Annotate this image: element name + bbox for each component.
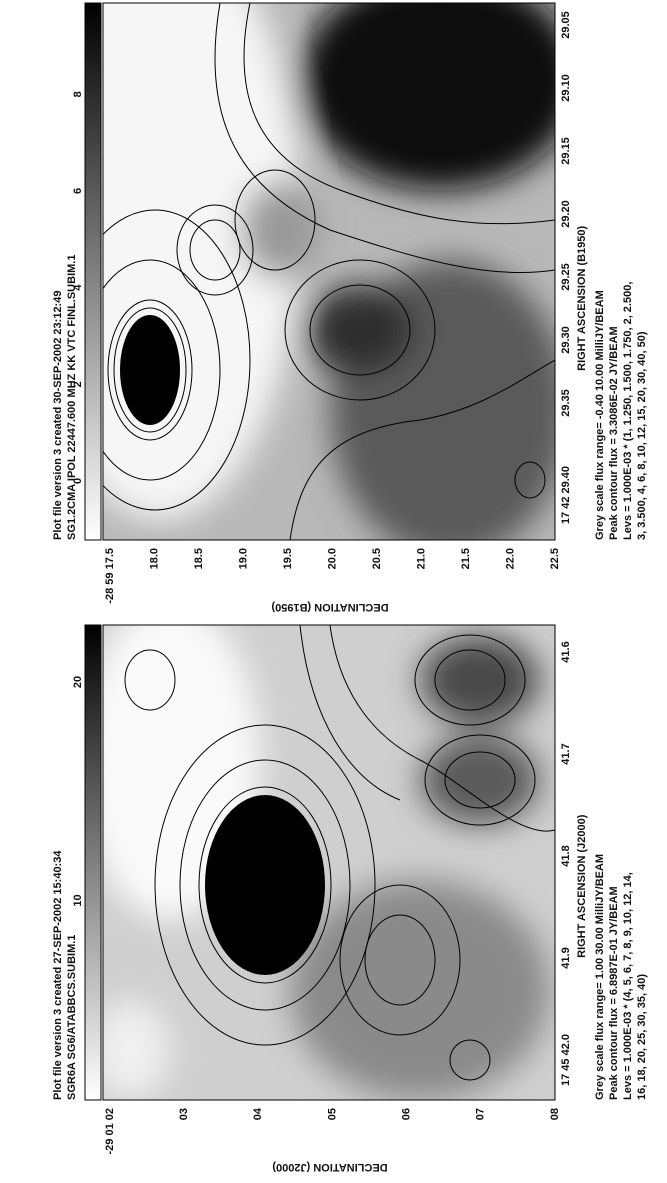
wedge-tick-label: 4 <box>72 284 84 291</box>
dec-tick-label: 04 <box>252 1107 264 1120</box>
dec-tick-label: 22.0 <box>504 548 516 569</box>
dec-tick-label: 07 <box>475 1108 487 1120</box>
wedge-tick-label: 0 <box>72 478 84 484</box>
ra-tick-label: 29.10 <box>560 74 572 102</box>
dec-tick-label: -28 59 17.5 <box>104 548 116 604</box>
ra-tick-label: 41.9 <box>560 947 572 968</box>
footer-line: Peak contour flux = 3.3086E-02 JY/BEAM <box>608 326 620 540</box>
ra-tick-label: 29.05 <box>560 11 572 39</box>
dec-tick-label: 05 <box>326 1108 338 1120</box>
header-line: Plot file version 3 created 27-SEP-2002 … <box>52 850 64 1100</box>
footer-line: Levs = 1.000E-03 * (1, 1.250, 1.500, 1.7… <box>622 282 634 540</box>
wedge-tick-label: 2 <box>72 381 84 387</box>
ra-tick-label: 17 45 42.0 <box>560 1034 572 1086</box>
footer-line: Grey scale flux range= -0.40 10.00 Milli… <box>594 290 606 540</box>
x-axis-label: RIGHT ASCENSION (J2000) <box>576 814 588 958</box>
contour-image <box>103 3 555 540</box>
dec-tick-label: 20.0 <box>326 548 338 569</box>
plot-frame <box>102 624 556 1101</box>
grey-wedge <box>84 624 102 1101</box>
dec-tick-label: 19.5 <box>282 548 294 569</box>
header-line: SG1.2CMA IPOL 22447.600 MHZ KK VTC FINL.… <box>66 255 78 540</box>
ra-tick-label: 41.7 <box>560 743 572 764</box>
ra-tick-label: 29.15 <box>560 137 572 165</box>
x-axis-label: RIGHT ASCENSION (B1950) <box>576 225 588 370</box>
dec-tick-label: 20.5 <box>371 548 383 569</box>
wedge-tick-label: 20 <box>72 676 84 688</box>
y-axis-label: DECLINATION (J2000) <box>272 1161 388 1173</box>
dec-tick-label: 21.5 <box>460 548 472 569</box>
dec-tick-label: 22.5 <box>549 548 561 569</box>
header-line: Plot file version 3 created 30-SEP-2002 … <box>52 291 64 540</box>
dec-tick-label: 18.5 <box>193 548 205 569</box>
ra-tick-label: 41.8 <box>560 845 572 866</box>
wedge-tick-label: 10 <box>72 894 84 906</box>
dec-tick-label: 06 <box>401 1108 413 1120</box>
footer-line: Grey scale flux range= 1.00 30.00 MilliJ… <box>594 854 606 1100</box>
dec-tick-label: 03 <box>178 1108 190 1120</box>
contour-image <box>103 625 555 1100</box>
dec-tick-label: 21.0 <box>415 548 427 569</box>
ra-tick-label: 29.20 <box>560 200 572 228</box>
footer-line: 3, 3.500, 4, 6, 8, 10, 12, 15, 20, 30, 4… <box>636 331 648 540</box>
plot-frame <box>102 2 556 541</box>
ra-tick-label: 29.35 <box>560 389 572 417</box>
footer-line: Levs = 1.000E-03 * (4, 5, 6, 7, 8, 9, 10… <box>622 872 634 1100</box>
y-axis-label: DECLINATION (B1950) <box>271 601 388 613</box>
wedge-tick-label: 8 <box>72 91 84 97</box>
dec-tick-label: 08 <box>549 1108 561 1120</box>
header-line: SGR6A SG6/ATABBCS.SUBIM.1 <box>66 935 78 1100</box>
wedge-tick-label: 6 <box>72 188 84 194</box>
ra-tick-label: 29.30 <box>560 326 572 354</box>
dec-tick-label: 18.0 <box>148 548 160 569</box>
footer-line: 16, 18, 20, 25, 30, 35, 40) <box>636 974 648 1100</box>
grey-wedge <box>84 2 102 541</box>
footer-line: Peak contour flux = 6.8987E-01 JY/BEAM <box>608 886 620 1100</box>
ra-tick-label: 29.25 <box>560 263 572 291</box>
ra-tick-label: 41.6 <box>560 641 572 662</box>
ra-tick-label: 17 42 29.40 <box>560 466 572 524</box>
dec-tick-label: -29 01 02 <box>104 1108 116 1154</box>
dec-tick-label: 19.0 <box>237 548 249 569</box>
